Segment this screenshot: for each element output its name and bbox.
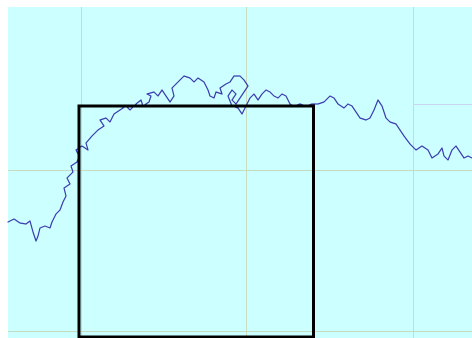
graticule [8, 7, 472, 338]
selection-box[interactable] [77, 104, 315, 338]
map-surface[interactable] [8, 7, 472, 338]
